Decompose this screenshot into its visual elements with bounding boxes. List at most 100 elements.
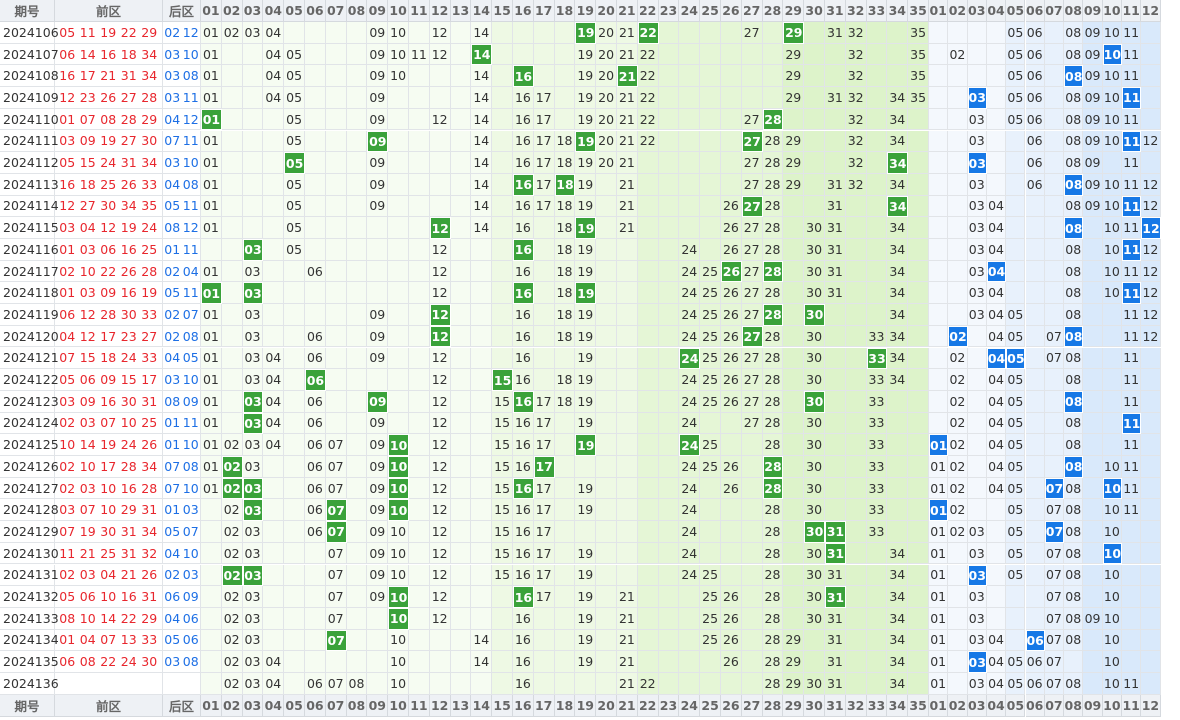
back-trend-cell: 04 — [986, 412, 1007, 435]
front-hit-cell: 19 — [575, 22, 597, 44]
front-trend-cell: 19 — [575, 564, 597, 587]
front-empty-cell — [450, 390, 472, 413]
front-number: 03 — [59, 133, 76, 149]
back-number: 09 — [182, 589, 199, 605]
front-empty-cell — [554, 521, 576, 543]
front-empty-cell — [596, 260, 617, 283]
front-trend-cell: 21 — [617, 130, 638, 153]
front-empty-cell — [429, 130, 451, 153]
front-trend-cell: 03 — [242, 607, 264, 630]
back-trend-cell: 02 — [948, 456, 968, 478]
front-trend-cell: 06 — [305, 673, 326, 695]
back-empty-cell — [1083, 347, 1103, 370]
front-hit-cell: 02 — [221, 564, 243, 587]
back-empty-cell — [1006, 607, 1026, 630]
back-trend-cell: 10 — [1102, 22, 1122, 44]
front-trend-cell: 16 — [513, 369, 534, 391]
back-trend-cell: 01 — [929, 542, 949, 565]
front-trend-cell: 06 — [305, 434, 326, 456]
front-empty-cell — [492, 304, 513, 326]
front-number: 18 — [79, 176, 96, 192]
front-empty-cell — [242, 87, 264, 109]
front-empty-cell — [263, 260, 285, 283]
back-empty-cell — [948, 673, 968, 695]
back-trend-cell: 03 — [967, 108, 987, 131]
front-trend-cell: 07 — [325, 434, 347, 456]
back-trend-cell: 05 — [1006, 499, 1026, 522]
front-number: 01 — [59, 285, 76, 301]
front-number: 31 — [120, 545, 137, 561]
back-trend-cell: 12 — [1141, 130, 1161, 153]
front-trend-cell: 12 — [429, 260, 451, 283]
front-empty-cell — [471, 369, 493, 391]
front-number: 04 — [79, 220, 96, 236]
front-empty-cell — [263, 607, 285, 630]
front-empty-cell — [263, 456, 285, 478]
top-front-col-13: 13 — [450, 0, 472, 22]
front-empty-cell — [887, 477, 909, 500]
front-trend-cell: 14 — [471, 130, 493, 153]
front-empty-cell — [284, 369, 305, 391]
front-trend-cell: 15 — [492, 477, 513, 500]
bottom-front-col-16: 16 — [513, 694, 534, 717]
back-trend-cell: 05 — [1006, 477, 1026, 500]
front-empty-cell — [325, 108, 347, 131]
back-trend-cell: 10 — [1102, 629, 1122, 652]
front-trend-cell: 25 — [700, 347, 721, 370]
front-hit-cell: 34 — [887, 195, 909, 218]
front-empty-cell — [658, 651, 680, 673]
back-number: 03 — [164, 46, 181, 62]
front-empty-cell — [596, 607, 617, 630]
front-empty-cell — [575, 521, 597, 543]
front-empty-cell — [700, 542, 721, 565]
front-numbers: 02 03 10 16 28 — [55, 477, 163, 500]
front-trend-cell: 01 — [201, 65, 222, 88]
front-trend-cell: 01 — [201, 22, 222, 44]
front-hit-cell: 01 — [201, 282, 222, 305]
back-trend-cell: 06 — [1025, 673, 1045, 695]
front-empty-cell — [887, 499, 909, 522]
back-empty-cell — [1044, 87, 1065, 109]
front-empty-cell — [284, 325, 305, 348]
back-hit-cell: 11 — [1122, 130, 1142, 153]
front-trend-cell: 15 — [492, 434, 513, 456]
back-number: 06 — [164, 589, 181, 605]
top-front-col-10: 10 — [388, 0, 409, 22]
back-trend-cell: 08 — [1064, 521, 1084, 543]
front-empty-cell — [305, 239, 326, 261]
front-empty-cell — [409, 673, 430, 695]
front-trend-cell: 07 — [325, 456, 347, 478]
front-number: 07 — [59, 523, 76, 539]
front-empty-cell — [783, 369, 805, 391]
bottom-front-col-28: 28 — [762, 694, 784, 717]
front-empty-cell — [471, 673, 493, 695]
back-empty-cell — [1083, 629, 1103, 652]
front-empty-cell — [845, 673, 867, 695]
front-empty-cell — [700, 65, 721, 88]
front-empty-cell — [450, 347, 472, 370]
back-empty-cell — [986, 65, 1007, 88]
front-empty-cell — [409, 607, 430, 630]
back-trend-cell: 12 — [1141, 173, 1161, 196]
front-empty-cell — [533, 369, 555, 391]
front-empty-cell — [409, 542, 430, 565]
front-trend-cell: 16 — [513, 456, 534, 478]
front-number: 25 — [141, 415, 158, 431]
back-empty-cell — [986, 130, 1007, 153]
back-trend-cell: 07 — [1044, 325, 1065, 348]
back-empty-cell — [967, 499, 987, 522]
front-empty-cell — [367, 651, 389, 673]
front-empty-cell — [908, 477, 929, 500]
front-empty-cell — [450, 260, 472, 283]
front-empty-cell — [596, 390, 617, 413]
front-number: 05 — [59, 372, 76, 388]
front-empty-cell — [721, 43, 742, 66]
front-empty-cell — [201, 239, 222, 261]
front-empty-cell — [866, 87, 888, 109]
front-number: 15 — [79, 155, 96, 171]
issue-number: 2024120 — [0, 325, 59, 348]
front-trend-cell: 17 — [533, 434, 555, 456]
back-number: 05 — [182, 350, 199, 366]
front-number: 22 — [120, 24, 137, 40]
front-empty-cell — [305, 87, 326, 109]
